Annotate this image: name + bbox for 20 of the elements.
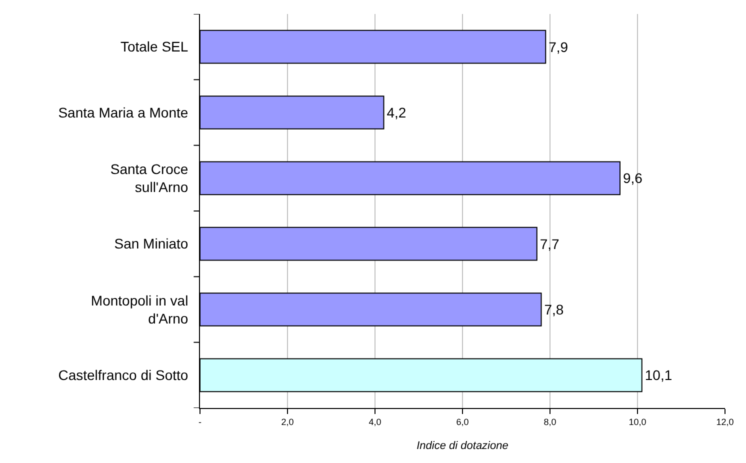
data-label: 7,9 <box>548 38 568 55</box>
data-label: 7,7 <box>540 236 560 252</box>
x-tick-label: - <box>198 416 202 427</box>
x-tick-label: 12,0 <box>716 416 734 427</box>
x-tick-label: 8,0 <box>544 416 556 427</box>
y-tick-label: Santa Croce sull'Arno <box>110 160 188 196</box>
data-label: 10,1 <box>644 367 672 384</box>
data-label: 7,8 <box>544 302 564 318</box>
x-tick-label: 10,0 <box>628 416 646 427</box>
x-tick-label: 4,0 <box>368 416 382 427</box>
y-tick-label: Montopoli in val d'Arno <box>90 292 188 326</box>
x-tick-label: 6,0 <box>456 416 469 427</box>
y-tick-label: San Miniato <box>114 236 188 252</box>
y-tick-label: Santa Maria a Monte <box>58 104 188 120</box>
data-label: 9,6 <box>623 170 643 186</box>
y-tick-label: Castelfranco di Sotto <box>58 367 188 384</box>
y-tick-label: Totale SEL <box>120 38 188 55</box>
x-tick-label: 2,0 <box>281 416 294 427</box>
data-label: 4,2 <box>386 104 406 120</box>
x-axis-title: Indice di dotazione <box>416 440 508 452</box>
